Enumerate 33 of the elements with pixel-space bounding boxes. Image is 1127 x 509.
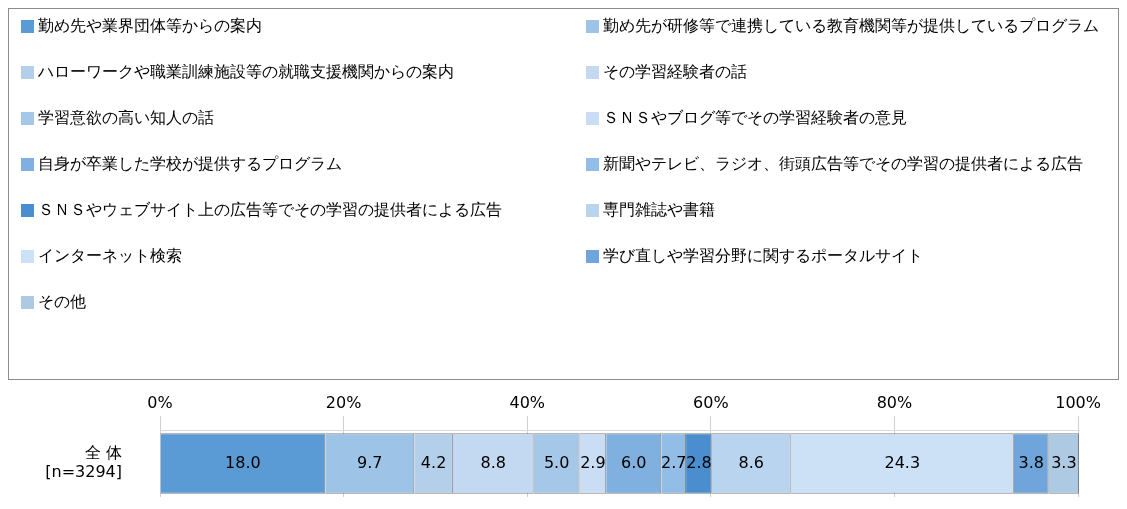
legend-label: インターネット検索 [38, 245, 182, 267]
y-tick-label: 全 体 [n=3294] [45, 443, 122, 482]
data-label: 24.3 [884, 452, 921, 472]
data-label: 18.0 [225, 452, 261, 472]
data-label: 2.9 [580, 452, 606, 472]
data-label: 9.7 [357, 452, 383, 472]
x-tick-label: 80% [876, 392, 913, 412]
legend-label: 勤め先や業界団体等からの案内 [38, 15, 262, 37]
data-label: 5.0 [543, 452, 570, 472]
data-label: 3.3 [1051, 452, 1077, 472]
legend-label: 新聞やテレビ、ラジオ、街頭広告等でその学習の提供者による広告 [603, 153, 1083, 175]
data-label: 2.7 [660, 452, 687, 472]
x-tick-label: 100% [1055, 392, 1101, 412]
x-tick-label: 60% [693, 392, 729, 412]
x-tick-label: 40% [509, 392, 546, 412]
legend-label: その他 [38, 291, 86, 313]
data-label: 3.8 [1018, 452, 1044, 472]
legend-label: ハローワークや職業訓練施設等の就職支援機関からの案内 [38, 61, 454, 83]
legend-label: ＳＮＳやウェブサイト上の広告等でその学習の提供者による広告 [38, 199, 502, 221]
data-label: 8.6 [738, 452, 764, 472]
legend-label: 学び直しや学習分野に関するポータルサイト [603, 245, 923, 267]
legend-label: 勤め先が研修等で連携している教育機関等が提供しているプログラム [603, 15, 1099, 37]
legend-label: 学習意欲の高い知人の話 [38, 107, 214, 129]
legend-label: その学習経験者の話 [603, 61, 747, 83]
data-label: 8.8 [480, 452, 506, 472]
data-label: 2.8 [686, 452, 712, 472]
data-label: 4.2 [420, 452, 447, 472]
data-label: 6.0 [621, 452, 647, 472]
legend-label: 専門雑誌や書籍 [603, 199, 715, 221]
x-tick-label: 0% [147, 392, 173, 412]
legend-label: ＳＮＳやブログ等でその学習経験者の意見 [603, 107, 907, 129]
x-tick-label: 20% [325, 392, 362, 412]
legend-label: 自身が卒業した学校が提供するプログラム [38, 153, 342, 175]
